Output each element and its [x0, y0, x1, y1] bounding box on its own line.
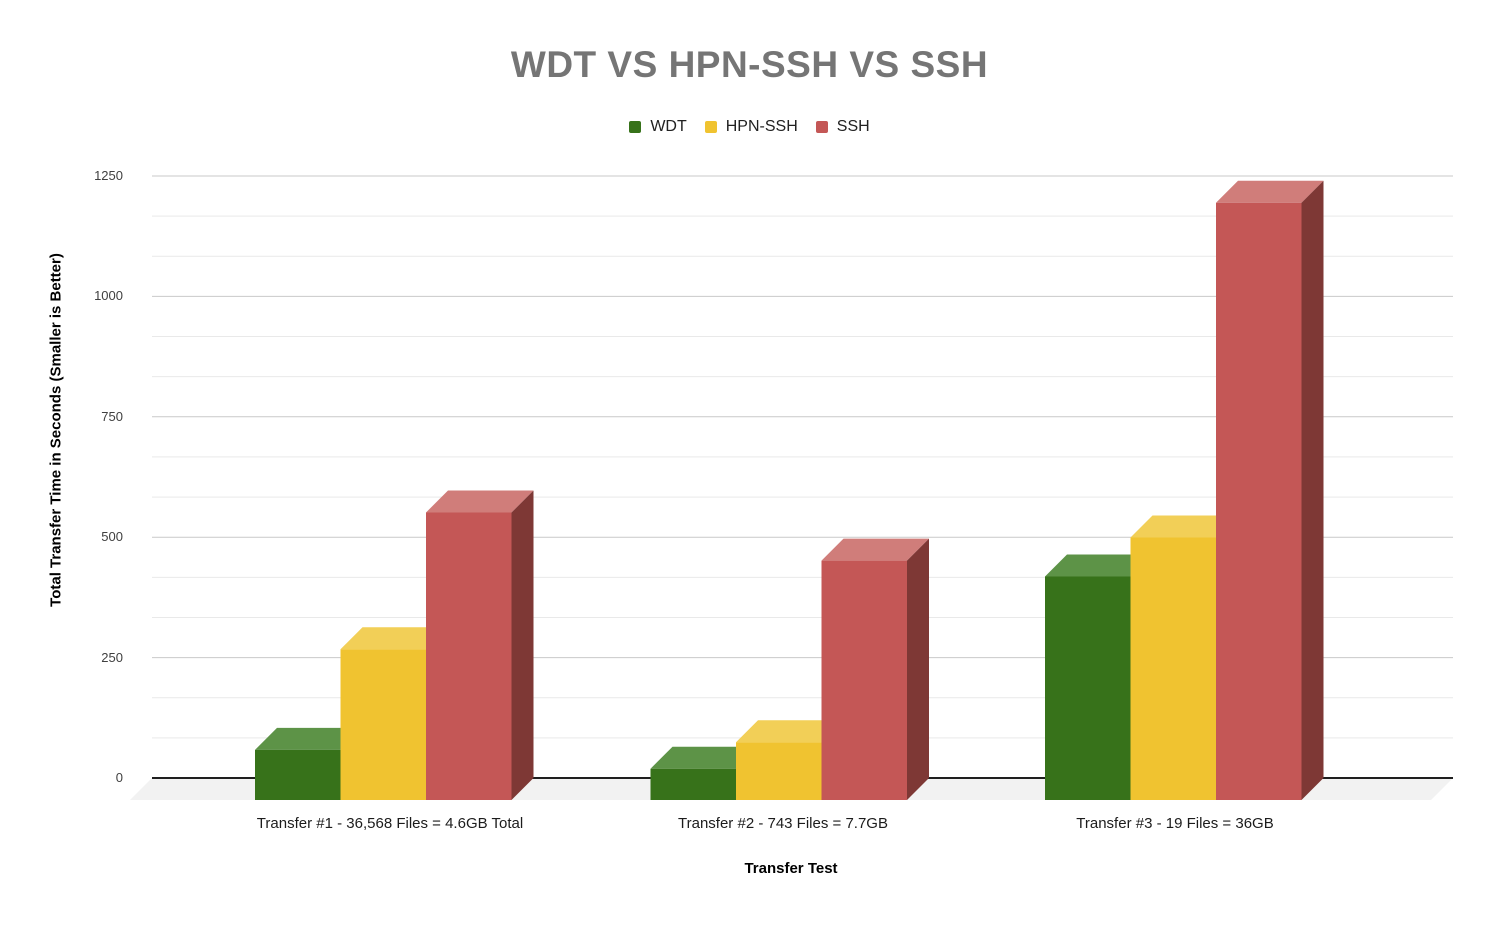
- bar-ssh-group2-top: [821, 538, 929, 561]
- bar-hpn-ssh-group3-top: [1130, 515, 1238, 538]
- legend: WDT HPN-SSH SSH: [0, 118, 1499, 136]
- legend-swatch-wdt-icon: [629, 121, 642, 133]
- bar-ssh-group3-front: [1216, 202, 1302, 801]
- y-axis-tick: 1250: [94, 168, 123, 183]
- bar-hpn-ssh-group2-top: [736, 720, 844, 743]
- bar-wdt-group2-top: [650, 746, 758, 769]
- bar-hpn-ssh-group2-front: [736, 742, 822, 800]
- bar-wdt-group3-front: [1045, 576, 1131, 800]
- y-axis-tick: 0: [115, 770, 123, 785]
- bar-wdt-group2-front: [650, 768, 736, 800]
- bar-ssh-group2-front: [821, 560, 907, 800]
- x-axis-title: Transfer Test: [744, 860, 838, 877]
- legend-item-ssh: SSH: [815, 118, 870, 136]
- legend-label-hpn-ssh: HPN-SSH: [725, 118, 798, 135]
- bar-ssh-group3-top: [1216, 180, 1324, 203]
- y-axis-tick: 500: [101, 529, 123, 545]
- legend-label-ssh: SSH: [836, 118, 870, 135]
- legend-label-wdt: WDT: [650, 118, 687, 135]
- bar-hpn-ssh-group1-top: [340, 627, 448, 650]
- y-axis-tick: 750: [101, 408, 123, 424]
- bar-ssh-group3-side: [1301, 180, 1324, 801]
- y-axis-title: Total Transfer Time in Seconds (Smaller …: [47, 253, 65, 607]
- bar-ssh-group1-side: [511, 490, 534, 800]
- x-axis-label-transfer-2: Transfer #2 - 743 Files = 7.7GB: [678, 815, 888, 832]
- bar-hpn-ssh-group3-front: [1130, 537, 1216, 800]
- bar-ssh-group2-side: [907, 538, 929, 800]
- legend-swatch-ssh-icon: [815, 121, 828, 133]
- y-axis-tick: 250: [101, 649, 123, 665]
- bar-ssh-group1-top: [426, 490, 534, 513]
- x-axis-label-transfer-3: Transfer #3 - 19 Files = 36GB: [1076, 815, 1274, 832]
- legend-item-hpn-ssh: HPN-SSH: [704, 118, 798, 136]
- bar-ssh-group1-front: [426, 512, 512, 800]
- bar-hpn-ssh-group1-front: [340, 649, 426, 800]
- bar-wdt-group1-front: [255, 749, 341, 800]
- legend-item-wdt: WDT: [629, 118, 687, 136]
- bar-wdt-group3-top: [1045, 554, 1153, 577]
- bar-wdt-group1-top: [255, 727, 363, 750]
- chart-title: WDT VS HPN-SSH VS SSH: [510, 44, 989, 85]
- legend-swatch-hpn-ssh-icon: [704, 121, 717, 133]
- x-axis-label-transfer-1: Transfer #1 - 36,568 Files = 4.6GB Total: [256, 815, 524, 832]
- y-axis-tick: 1000: [94, 288, 123, 304]
